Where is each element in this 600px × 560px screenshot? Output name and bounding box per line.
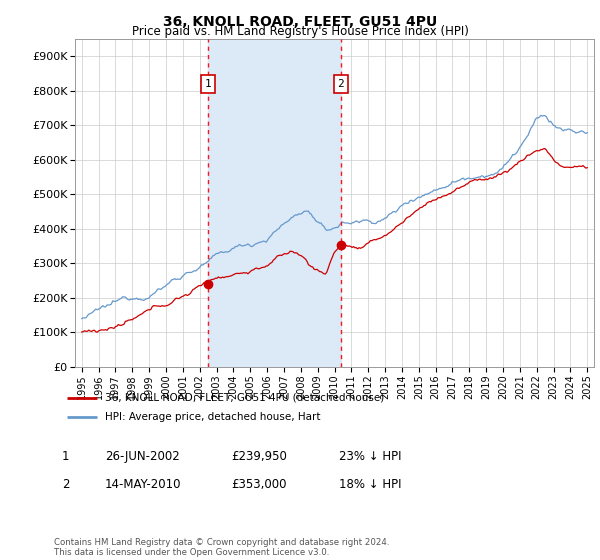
Text: Contains HM Land Registry data © Crown copyright and database right 2024.
This d: Contains HM Land Registry data © Crown c… [54,538,389,557]
Text: 2: 2 [62,478,69,491]
Text: £353,000: £353,000 [231,478,287,491]
Text: Price paid vs. HM Land Registry's House Price Index (HPI): Price paid vs. HM Land Registry's House … [131,25,469,38]
Text: 36, KNOLL ROAD, FLEET, GU51 4PU: 36, KNOLL ROAD, FLEET, GU51 4PU [163,15,437,29]
Text: 36, KNOLL ROAD, FLEET, GU51 4PU (detached house): 36, KNOLL ROAD, FLEET, GU51 4PU (detache… [104,393,384,403]
Text: 14-MAY-2010: 14-MAY-2010 [105,478,182,491]
Text: 18% ↓ HPI: 18% ↓ HPI [339,478,401,491]
Text: 1: 1 [205,79,211,89]
Text: £239,950: £239,950 [231,450,287,463]
Bar [208,39,341,367]
Text: HPI: Average price, detached house, Hart: HPI: Average price, detached house, Hart [104,412,320,422]
Text: 1: 1 [62,450,69,463]
Text: 23% ↓ HPI: 23% ↓ HPI [339,450,401,463]
Text: 26-JUN-2002: 26-JUN-2002 [105,450,180,463]
Text: 2: 2 [337,79,344,89]
